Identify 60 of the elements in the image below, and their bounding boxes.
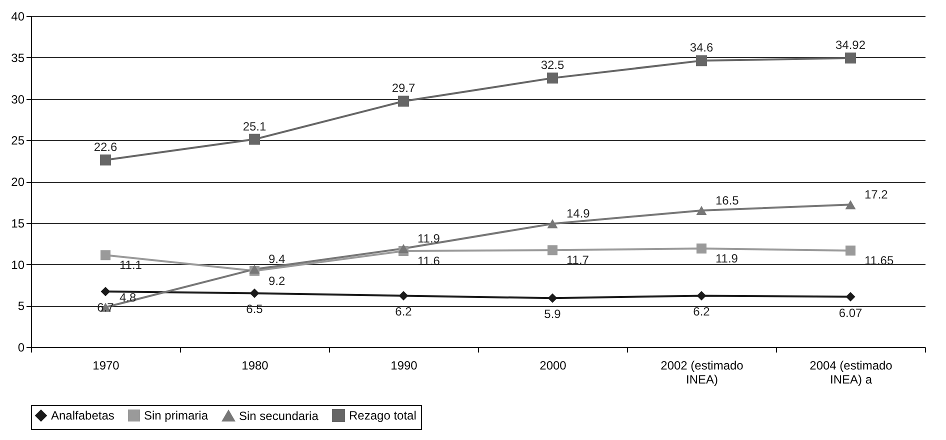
y-tick-label: 35 — [11, 50, 25, 65]
point — [846, 292, 856, 302]
legend-label: Analfabetas — [51, 408, 114, 423]
data-label: 9.4 — [268, 252, 286, 266]
point — [696, 206, 707, 216]
data-label: 6.2 — [693, 304, 710, 319]
point — [100, 250, 110, 260]
y-tick-label: 5 — [18, 299, 25, 314]
point — [548, 245, 558, 256]
point — [100, 286, 110, 296]
point — [846, 246, 856, 256]
data-label: 11.9 — [716, 252, 738, 266]
data-label: 4.8 — [120, 290, 137, 304]
y-tick-label: 10 — [11, 258, 25, 272]
data-label: 16.5 — [716, 193, 740, 208]
point — [696, 290, 706, 300]
point — [250, 288, 260, 298]
point — [398, 290, 408, 300]
legend-label: Sin primaria — [144, 408, 208, 422]
x-tick-label: 1980 — [242, 358, 269, 372]
data-label: 34.92 — [835, 38, 866, 52]
data-label: 17.2 — [864, 188, 888, 202]
point — [845, 52, 856, 64]
legend-label: Sin secundaria — [239, 408, 319, 423]
y-tick-label: 30 — [11, 92, 25, 106]
point — [845, 200, 856, 210]
data-label: 5.9 — [544, 307, 562, 322]
point — [398, 96, 409, 107]
point — [398, 244, 409, 254]
y-tick-label: 40 — [11, 10, 25, 24]
data-label: 11.65 — [864, 254, 894, 268]
y-tick-label: 20 — [11, 175, 25, 189]
y-tick-label: 25 — [11, 134, 25, 148]
x-tick-label: 2002 (estimado INEA) — [660, 358, 744, 386]
data-label: 14.9 — [566, 206, 590, 221]
point — [547, 219, 558, 228]
y-tick-label: 15 — [11, 216, 25, 230]
data-label: 6.7 — [97, 300, 114, 315]
data-label: 6.2 — [395, 304, 412, 319]
x-tick-label: 2004 (estimado INEA) a — [810, 358, 893, 386]
x-tick-label: 2000 — [540, 358, 567, 372]
point — [100, 154, 111, 166]
legend-label: Rezago total — [349, 408, 416, 423]
data-label: 29.7 — [392, 81, 416, 96]
x-tick-label: 1990 — [390, 358, 418, 372]
point — [547, 72, 558, 84]
y-tick-label: 0 — [18, 340, 25, 354]
data-label: 11.7 — [566, 253, 590, 268]
point — [696, 55, 707, 66]
point — [548, 293, 558, 303]
data-label: 11.9 — [418, 232, 440, 246]
data-label: 25.1 — [242, 119, 266, 134]
point — [696, 244, 706, 254]
data-label: 32.5 — [540, 58, 564, 72]
x-tick-label: 1970 — [92, 358, 120, 372]
point — [249, 134, 260, 145]
data-label: 34.6 — [690, 40, 714, 55]
data-label: 9.2 — [268, 274, 286, 288]
data-label: 6.07 — [838, 306, 862, 320]
data-label: 22.6 — [94, 140, 118, 154]
